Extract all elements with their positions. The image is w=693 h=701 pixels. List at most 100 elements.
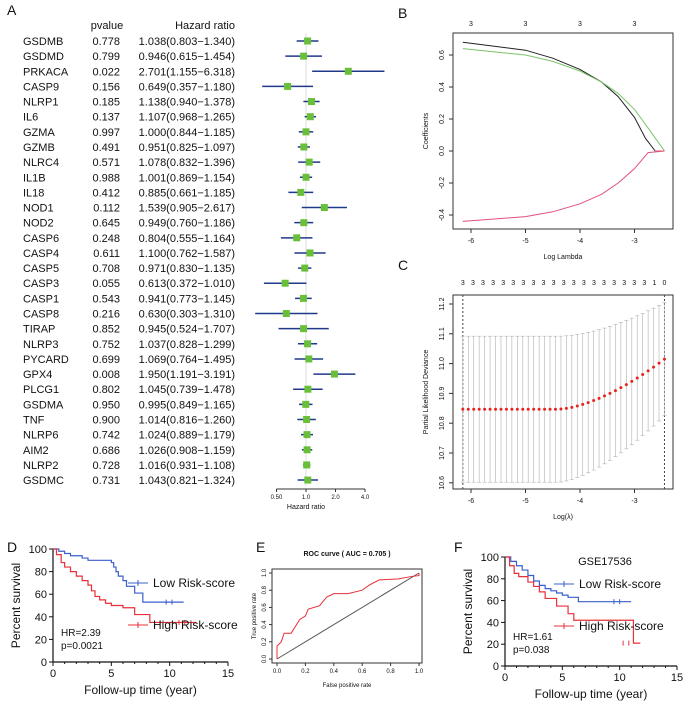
- top-tick-label: 3: [471, 280, 475, 287]
- pvalue-cell: 0.112: [93, 203, 120, 215]
- deviance-point: [641, 373, 645, 377]
- gene-label: NLRC4: [23, 157, 59, 169]
- hazard-ratio-cell: 1.024(0.889−1.179): [139, 430, 235, 442]
- pvalue-cell: 0.022: [92, 66, 120, 78]
- hr-marker: [300, 52, 308, 60]
- x-tick-label: -3: [631, 498, 637, 505]
- pvalue-cell: 0.950: [92, 399, 120, 411]
- top-tick-label: 3: [511, 280, 515, 287]
- pvalue-header: pvalue: [91, 20, 123, 32]
- gene-label: CASP1: [23, 293, 59, 305]
- hazard-ratio-cell: 0.885(0.661−1.185): [139, 187, 235, 199]
- forest-x-axis-label: Hazard ratio: [287, 504, 325, 511]
- deviance-point: [521, 407, 525, 411]
- deviance-point: [494, 407, 498, 411]
- y-tick-label: 40: [35, 612, 47, 624]
- deviance-point: [461, 407, 465, 411]
- deviance-point: [624, 383, 628, 387]
- y-tick-label: 0.8: [262, 585, 268, 594]
- hr-marker: [282, 310, 290, 318]
- pvalue-cell: 0.699: [92, 354, 120, 366]
- pvalue-cell: 0.543: [92, 293, 120, 305]
- deviance-point: [630, 379, 634, 383]
- y-axis-label: Coefficients: [423, 112, 430, 149]
- deviance-point: [548, 407, 552, 411]
- hr-marker: [284, 82, 292, 90]
- y-tick-label: 0.4: [262, 620, 268, 629]
- gene-label: CASP5: [23, 263, 59, 275]
- x-tick-label: 1.0: [302, 495, 311, 501]
- deviance-point: [472, 407, 476, 411]
- deviance-point: [537, 407, 541, 411]
- y-tick-label: 11.0: [439, 357, 446, 370]
- x-tick-label: 5: [108, 668, 114, 680]
- y-tick-label: -0.2: [439, 177, 446, 189]
- pvalue-cell: 0.216: [92, 309, 120, 321]
- hr-marker: [308, 98, 316, 106]
- top-tick-label: 3: [542, 280, 546, 287]
- pvalue-cell: 0.248: [92, 233, 120, 245]
- gene-label: AIM2: [23, 445, 49, 457]
- hr-marker: [300, 325, 308, 333]
- deviance-point: [515, 407, 519, 411]
- deviance-point: [559, 407, 563, 411]
- pvalue-cell: 0.799: [92, 51, 120, 63]
- gene-label: GZMA: [23, 127, 55, 139]
- x-tick-label: -5: [522, 498, 528, 505]
- pvalue-cell: 0.571: [92, 157, 120, 169]
- hr-marker: [304, 37, 312, 45]
- hazard-ratio-cell: 0.804(0.555−1.164): [139, 233, 235, 245]
- deviance-point: [510, 407, 514, 411]
- y-tick-label: 0.6: [439, 50, 446, 60]
- top-tick-label: 3: [622, 280, 626, 287]
- gene-label: GSDMD: [23, 51, 64, 63]
- coefficient-path: [462, 48, 665, 152]
- pvalue-cell: 0.055: [92, 278, 120, 290]
- deviance-point: [532, 407, 536, 411]
- gene-label: PLCG1: [23, 384, 59, 396]
- deviance-point: [553, 407, 557, 411]
- gene-label: GSDMB: [23, 36, 63, 48]
- gene-label: NLRP2: [23, 460, 58, 472]
- hazard-ratio-cell: 0.971(0.830−1.135): [139, 263, 235, 275]
- hazard-ratio-cell: 0.949(0.760−1.186): [139, 218, 235, 230]
- hazard-ratio-cell: 1.043(0.821−1.324): [139, 475, 235, 487]
- y-axis-label: Percent survival: [461, 569, 475, 654]
- deviance-point: [597, 396, 601, 400]
- x-axis-label: Follow-up time (year): [535, 687, 648, 701]
- hr-marker: [305, 355, 313, 363]
- hazard-ratio-cell: 1.000(0.844−1.185): [139, 127, 235, 139]
- gene-label: GZMB: [23, 142, 55, 154]
- y-tick-label: 20: [487, 639, 499, 651]
- hr-marker: [302, 128, 310, 136]
- x-tick-label: 2.0: [331, 495, 340, 501]
- y-tick-label: 10.9: [439, 386, 446, 400]
- y-tick-label: 0.2: [439, 114, 446, 124]
- legend-label: Low Risk-score: [153, 576, 235, 590]
- pvalue-cell: 0.852: [92, 324, 120, 336]
- roc-curve: [276, 573, 420, 659]
- y-tick-label: 60: [487, 596, 499, 608]
- deviance-point: [466, 407, 470, 411]
- y-tick-label: -0.4: [439, 209, 446, 221]
- hazard-ratio-cell: 1.016(0.931−1.108): [139, 460, 235, 472]
- y-axis-label: Percent survival: [9, 563, 23, 648]
- top-tick-label: 3: [501, 280, 505, 287]
- top-tick-label: 3: [602, 280, 606, 287]
- hazard-ratio-cell: 0.941(0.773−1.145): [139, 293, 235, 305]
- pvalue-cell: 0.491: [92, 142, 120, 154]
- y-tick-label: 0.2: [262, 637, 268, 646]
- top-tick-label: 3: [632, 280, 636, 287]
- y-axis-label: Partial Likelihood Deviance: [423, 350, 430, 435]
- top-tick-label: 3: [481, 280, 485, 287]
- y-tick-label: 11.1: [439, 327, 446, 340]
- hr-marker: [304, 385, 312, 393]
- hr-marker: [303, 446, 311, 454]
- top-tick-label: 3: [469, 21, 473, 28]
- gene-label: PRKACA: [23, 66, 69, 78]
- plot-frame: [271, 568, 423, 664]
- top-tick-label: 3: [592, 280, 596, 287]
- top-tick-label: 3: [461, 280, 465, 287]
- top-tick-label: 3: [552, 280, 556, 287]
- pvalue-cell: 0.008: [92, 369, 120, 381]
